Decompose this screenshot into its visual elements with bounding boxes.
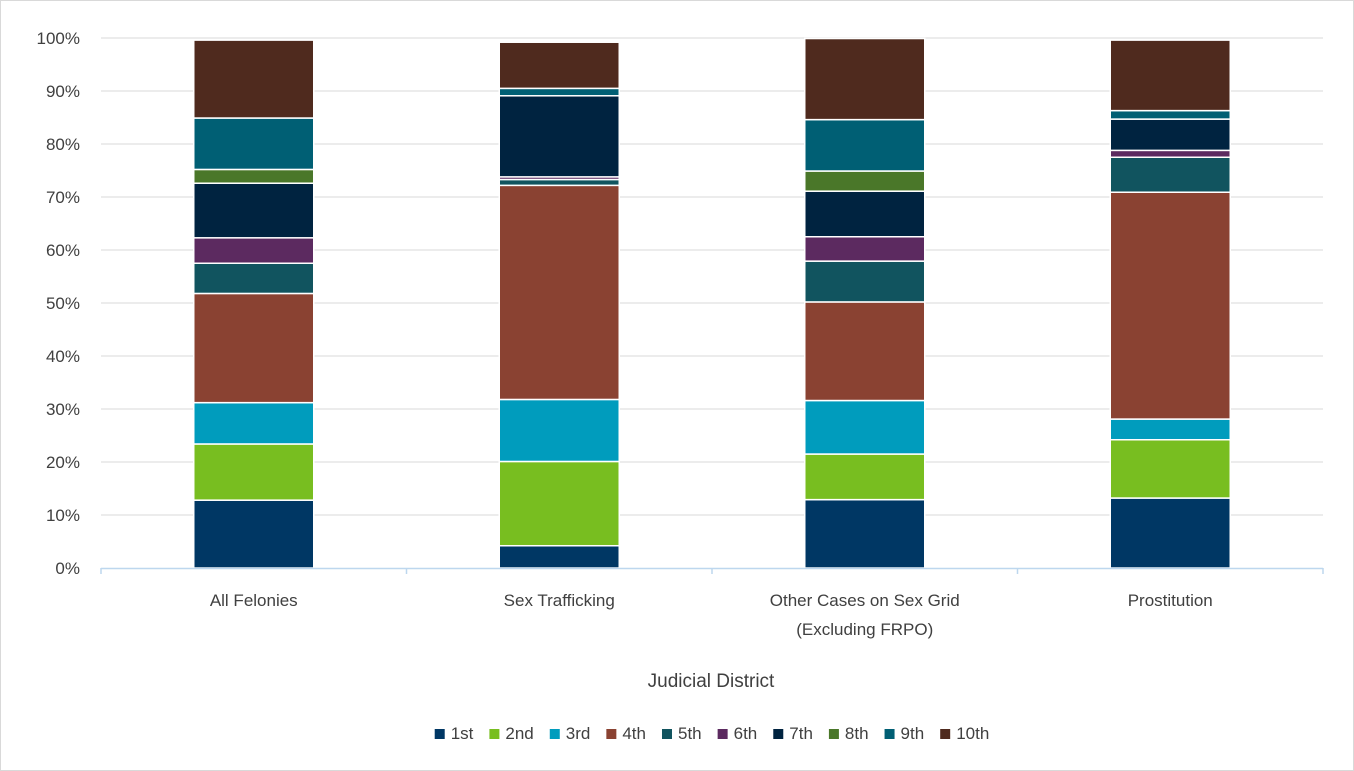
x-axis (100, 567, 1324, 574)
legend-label: 9th (901, 724, 925, 743)
x-category-label: Other Cases on Sex Grid (770, 591, 960, 610)
bar-segment-4th (498, 184, 620, 401)
bar-segment-9th (498, 87, 620, 97)
bar-segment-6th (1109, 149, 1231, 159)
bar-segment-9th (1109, 109, 1231, 120)
y-tick-label: 60% (46, 241, 80, 260)
category-labels: All Felonies Sex Trafficking Other Cases o… (210, 591, 1213, 639)
bar-segment-10th (498, 41, 620, 90)
legend-label: 2nd (505, 724, 533, 743)
bar-segment-6th (193, 237, 315, 264)
legend-label: 1st (451, 724, 474, 743)
bar-segment-1st (1109, 497, 1231, 569)
legend-item: 7th (773, 724, 813, 743)
bar-segment-8th (193, 168, 315, 184)
bar-segment-2nd (193, 443, 315, 501)
y-tick-label: 50% (46, 294, 80, 313)
legend-swatch (661, 729, 672, 739)
bar-segment-3rd (1109, 418, 1231, 441)
bar-segment-3rd (804, 399, 926, 455)
bar-segment-9th (804, 118, 926, 172)
legend-item: 1st (434, 724, 474, 743)
bars (193, 37, 1231, 569)
bar-segment-5th (1109, 156, 1231, 193)
bar-segment-2nd (1109, 438, 1231, 499)
legend-label: 5th (678, 724, 702, 743)
bar-segment-9th (193, 117, 315, 171)
bar-segment-4th (804, 301, 926, 402)
bar-segment-2nd (498, 460, 620, 547)
legend-swatch (606, 729, 617, 739)
y-tick-label: 30% (46, 400, 80, 419)
bar-segment-10th (1109, 39, 1231, 112)
legend-swatch (828, 729, 839, 739)
y-tick-label: 10% (46, 506, 80, 525)
bar-segment-7th (498, 95, 620, 178)
x-category-label: (Excluding FRPO) (796, 620, 933, 639)
bar-segment-4th (1109, 191, 1231, 420)
bar-segment-1st (498, 544, 620, 569)
y-tick-label: 70% (46, 188, 80, 207)
bar-segment-4th (193, 292, 315, 404)
legend-item: 5th (661, 724, 702, 743)
bar-segment-5th (498, 178, 620, 187)
legend-label: 7th (789, 724, 813, 743)
legend-swatch (549, 729, 560, 739)
legend-swatch (773, 729, 784, 739)
legend-swatch (940, 729, 951, 739)
legend-swatch (884, 729, 895, 739)
bar-segment-3rd (193, 401, 315, 445)
y-tick-label: 40% (46, 347, 80, 366)
x-category-label: All Felonies (210, 591, 298, 610)
bar-segment-3rd (498, 398, 620, 463)
x-category-label: Prostitution (1128, 591, 1213, 610)
y-axis-ticks: 0% 10% 20% 30% 40% 50% 60% 70% 80% 90% 100% (37, 29, 80, 578)
bar-segment-7th (804, 190, 926, 238)
legend-item: 10th (940, 724, 989, 743)
bar-segment-6th (804, 236, 926, 262)
legend-swatch (717, 729, 728, 739)
legend-label: 4th (622, 724, 646, 743)
bar-segment-2nd (804, 453, 926, 501)
bar-segment-10th (193, 39, 315, 119)
legend-label: 6th (734, 724, 758, 743)
x-category-label: Sex Trafficking (504, 591, 615, 610)
y-tick-label: 100% (37, 29, 80, 48)
legend-item: 4th (606, 724, 646, 743)
bar-segment-10th (804, 37, 926, 121)
bar-segment-7th (193, 182, 315, 239)
legend-item: 9th (884, 724, 925, 743)
legend-item: 3rd (549, 724, 591, 743)
legend-swatch (489, 729, 500, 739)
legend-item: 2nd (489, 724, 534, 743)
bar-segment-1st (193, 499, 315, 569)
bar-segment-7th (1109, 118, 1231, 152)
legend-item: 6th (717, 724, 758, 743)
x-axis-title: Judicial District (648, 671, 775, 692)
bar-segment-5th (193, 262, 315, 295)
y-tick-label: 0% (55, 559, 80, 578)
y-tick-label: 90% (46, 82, 80, 101)
bar-segment-8th (804, 170, 926, 192)
bar-segment-5th (804, 260, 926, 303)
legend: 1st 2nd 3rd 4th 5th 6th 7th 8th 9th 10th (434, 724, 989, 743)
legend-item: 8th (828, 724, 869, 743)
legend-label: 3rd (566, 724, 591, 743)
legend-label: 8th (845, 724, 869, 743)
bar-segment-1st (804, 498, 926, 569)
legend-swatch (434, 729, 445, 739)
y-tick-label: 80% (46, 135, 80, 154)
y-tick-label: 20% (46, 453, 80, 472)
legend-label: 10th (956, 724, 989, 743)
